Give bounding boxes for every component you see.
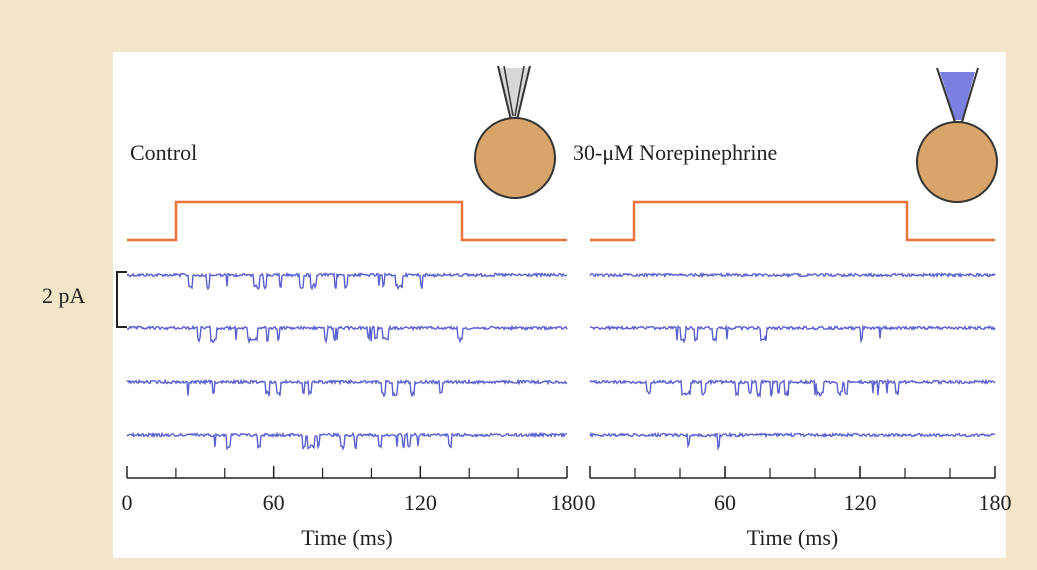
current-trace [589,271,996,279]
x-tick-label: 120 [404,490,437,515]
current-trace [589,323,996,344]
current-trace [589,378,996,399]
x-tick-label: 0 [585,490,596,515]
panel-label: 30-μM Norepinephrine [573,140,777,165]
current-trace [589,431,996,451]
current-trace [126,378,568,398]
stimulus-step [127,200,567,242]
stimulus-step [590,200,995,242]
x-axis-label: Time (ms) [747,525,838,550]
cell-icon-norepinephrine [916,67,998,203]
x-tick-label: 180 [979,490,1012,515]
x-axis-label: Time (ms) [301,525,392,550]
panel-area [113,52,1006,558]
panel-label: Control [130,140,197,165]
cell-icon-control [474,65,556,199]
x-tick-label: 0 [122,490,133,515]
current-trace [126,271,567,291]
x-tick-label: 120 [844,490,877,515]
x-tick-label: 60 [263,490,285,515]
current-trace [126,324,568,345]
scale-bar [116,271,127,328]
current-trace [126,431,568,451]
scale-bar-label: 2 pA [42,283,86,308]
x-tick-label: 60 [714,490,736,515]
x-tick-label: 180 [551,490,584,515]
